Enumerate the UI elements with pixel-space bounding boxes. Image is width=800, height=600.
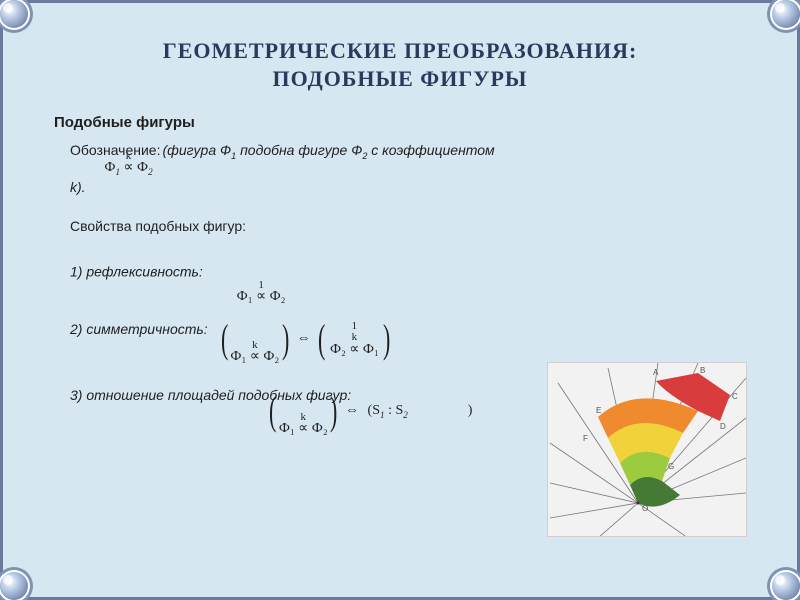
corner-circle [772,0,800,28]
title-line-1: ГЕОМЕТРИЧЕСКИЕ ПРЕОБРАЗОВАНИЯ: [163,38,638,63]
notation-desc-c: с коэффициентом [367,142,494,158]
phi-relation: 1 Ф₁ ∝ Ф₂ [237,281,286,303]
property-2: 2) симметричность: ( k Ф₁ ∝ Ф₂ ) ⇔ ( 1 k… [70,309,752,352]
notation-desc-a: (фигура Ф [163,142,232,158]
slide-title: ГЕОМЕТРИЧЕСКИЕ ПРЕОБРАЗОВАНИЯ: ПОДОБНЫЕ … [48,37,752,92]
formula-sym: ( k Ф₁ ∝ Ф₂ ) ⇔ ( 1 k Ф₂ ∝ Ф₁ ) [222,321,390,364]
formula-areas: ( k Ф₁ ∝ Ф₂ ) ⇔ (S1 : S2) [270,393,472,436]
svg-text:F: F [583,434,588,443]
corner-circle [772,572,800,600]
item-number: 3) [70,387,82,403]
svg-text:D: D [720,422,726,431]
item-text: рефлексивность: [86,263,202,279]
notation-formula: k Ф1 ∝ Ф2 [104,152,152,176]
lhs: k Ф₁ ∝ Ф₂ [230,341,279,363]
item-text: симметричность: [86,321,207,337]
phi-relation: Ф1 ∝ Ф2 [104,162,152,176]
iff-arrow: ⇔ [345,401,359,417]
svg-text:C: C [732,392,738,401]
corner-circle [0,572,28,600]
iff-arrow: ⇔ [297,329,311,345]
formula-reflex: 1 Ф₁ ∝ Ф₂ [237,270,286,303]
svg-text:O: O [642,504,648,513]
notation-desc-b: подобна фигуре Ф [236,142,362,158]
properties-title: Свойства подобных фигур: [70,217,752,236]
title-line-2: ПОДОБНЫЕ ФИГУРЫ [272,66,527,91]
similar-figures-diagram: A B C D E F G O [547,362,747,537]
rhs-stack: 1 k Ф₂ ∝ Ф₁ [330,321,379,357]
lhs: k Ф₁ ∝ Ф₂ [279,413,328,435]
svg-text:B: B [700,366,705,375]
property-1: 1) рефлексивность: 1 Ф₁ ∝ Ф₂ [70,256,752,289]
svg-text:G: G [668,462,674,471]
subsection-title: Подобные фигуры [54,114,752,131]
area-ratio: (S1 : S2) [368,403,473,418]
notation-desc-d: k). [70,179,86,195]
svg-text:A: A [653,368,659,377]
item-number: 2) [70,321,82,337]
slide: ГЕОМЕТРИЧЕСКИЕ ПРЕОБРАЗОВАНИЯ: ПОДОБНЫЕ … [0,0,800,600]
item-number: 1) [70,263,82,279]
svg-text:E: E [596,406,601,415]
notation-line: Обозначение: k Ф1 ∝ Ф2 (фигура Ф1 подобн… [70,141,752,197]
corner-circle [0,0,28,28]
